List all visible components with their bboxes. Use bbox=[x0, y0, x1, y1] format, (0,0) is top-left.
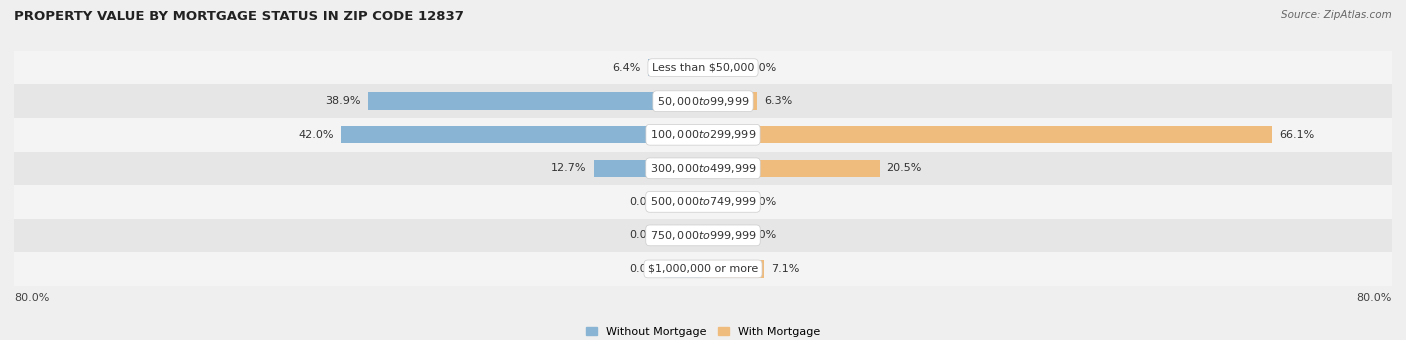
Bar bbox=[14, 252, 1392, 286]
Bar bbox=[703, 59, 742, 76]
Bar bbox=[14, 152, 1392, 185]
Text: 42.0%: 42.0% bbox=[299, 130, 335, 140]
Text: 0.0%: 0.0% bbox=[748, 63, 778, 73]
Text: Source: ZipAtlas.com: Source: ZipAtlas.com bbox=[1281, 10, 1392, 20]
Text: 0.0%: 0.0% bbox=[628, 197, 658, 207]
Text: 6.4%: 6.4% bbox=[613, 63, 641, 73]
Text: 38.9%: 38.9% bbox=[326, 96, 361, 106]
Text: $300,000 to $499,999: $300,000 to $499,999 bbox=[650, 162, 756, 175]
Text: $100,000 to $299,999: $100,000 to $299,999 bbox=[650, 128, 756, 141]
Bar bbox=[703, 227, 742, 244]
Text: 0.0%: 0.0% bbox=[628, 231, 658, 240]
Legend: Without Mortgage, With Mortgage: Without Mortgage, With Mortgage bbox=[582, 322, 824, 340]
Bar bbox=[368, 92, 703, 110]
Text: 0.0%: 0.0% bbox=[748, 231, 778, 240]
Bar bbox=[703, 126, 1272, 143]
Bar bbox=[14, 84, 1392, 118]
Bar bbox=[14, 219, 1392, 252]
Bar bbox=[593, 159, 703, 177]
Text: $1,000,000 or more: $1,000,000 or more bbox=[648, 264, 758, 274]
Bar bbox=[14, 118, 1392, 152]
Text: 20.5%: 20.5% bbox=[886, 163, 922, 173]
Bar bbox=[342, 126, 703, 143]
Text: PROPERTY VALUE BY MORTGAGE STATUS IN ZIP CODE 12837: PROPERTY VALUE BY MORTGAGE STATUS IN ZIP… bbox=[14, 10, 464, 23]
Text: 0.0%: 0.0% bbox=[748, 197, 778, 207]
Text: $500,000 to $749,999: $500,000 to $749,999 bbox=[650, 195, 756, 208]
Bar bbox=[664, 227, 703, 244]
Text: 66.1%: 66.1% bbox=[1279, 130, 1315, 140]
Text: $50,000 to $99,999: $50,000 to $99,999 bbox=[657, 95, 749, 108]
Bar bbox=[703, 193, 742, 210]
Text: 0.0%: 0.0% bbox=[628, 264, 658, 274]
Bar bbox=[703, 159, 880, 177]
Bar bbox=[664, 193, 703, 210]
Bar bbox=[14, 185, 1392, 219]
Text: 6.3%: 6.3% bbox=[763, 96, 793, 106]
Bar bbox=[14, 51, 1392, 84]
Text: $750,000 to $999,999: $750,000 to $999,999 bbox=[650, 229, 756, 242]
Text: 80.0%: 80.0% bbox=[14, 293, 49, 303]
Text: 80.0%: 80.0% bbox=[1357, 293, 1392, 303]
Bar bbox=[664, 260, 703, 278]
Bar bbox=[648, 59, 703, 76]
Text: 7.1%: 7.1% bbox=[770, 264, 800, 274]
Bar bbox=[703, 260, 763, 278]
Text: 12.7%: 12.7% bbox=[551, 163, 586, 173]
Text: Less than $50,000: Less than $50,000 bbox=[652, 63, 754, 73]
Bar bbox=[703, 92, 758, 110]
